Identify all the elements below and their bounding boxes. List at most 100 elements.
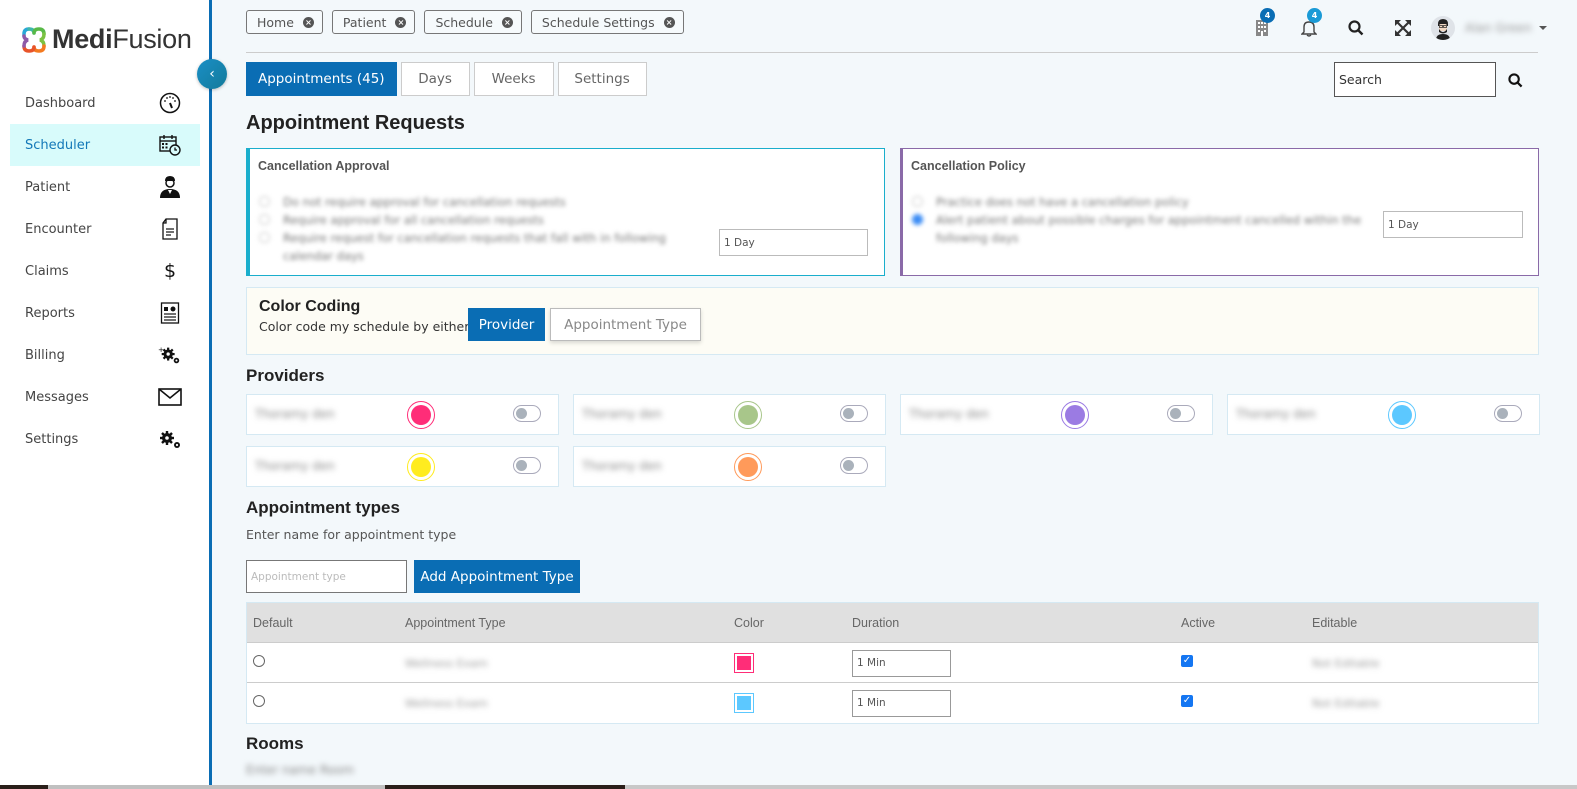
color-by-provider-button[interactable]: Provider [468, 308, 545, 341]
radio-button[interactable] [259, 196, 270, 207]
provider-toggle[interactable] [1494, 405, 1522, 422]
sidebar-item-label: Encounter [25, 221, 92, 237]
global-search-button[interactable] [1332, 8, 1379, 48]
sidebar-item-dashboard[interactable]: Dashboard [10, 82, 200, 124]
breadcrumb-chip-schedule-settings[interactable]: Schedule Settings × [530, 10, 684, 34]
header-divider [246, 52, 1538, 53]
practice-button[interactable]: 4 [1238, 8, 1285, 48]
sidebar-item-settings[interactable]: Settings [10, 418, 200, 460]
expand-icon [1394, 20, 1411, 36]
default-radio[interactable] [253, 695, 265, 707]
duration-input[interactable] [852, 689, 951, 717]
calendar-clock-icon [158, 133, 182, 157]
editable-status: Not Editable [1312, 696, 1380, 710]
avatar[interactable] [1431, 16, 1455, 40]
provider-toggle[interactable] [513, 405, 541, 422]
approval-option[interactable]: Require approval for all cancellation re… [254, 211, 674, 229]
provider-color-picker[interactable] [407, 401, 435, 429]
color-coding-panel: Color Coding Color code my schedule by e… [246, 287, 1539, 355]
approval-days-input[interactable] [719, 229, 868, 256]
search-input[interactable] [1334, 62, 1496, 97]
sidebar-item-messages[interactable]: Messages [10, 376, 200, 418]
radio-button[interactable] [259, 232, 270, 243]
sidebar-item-reports[interactable]: Reports [10, 292, 200, 334]
provider-toggle[interactable] [1167, 405, 1195, 422]
tab-weeks[interactable]: Weeks [473, 62, 554, 96]
fullscreen-button[interactable] [1379, 8, 1426, 48]
radio-button[interactable] [912, 196, 923, 207]
radio-button-selected[interactable] [912, 214, 923, 225]
provider-color-picker[interactable] [734, 401, 762, 429]
option-label: Do not require approval for cancellation… [283, 195, 566, 209]
color-swatch[interactable] [734, 653, 754, 673]
provider-color-picker[interactable] [1061, 401, 1089, 429]
notification-badge: 4 [1307, 8, 1322, 23]
sidebar-item-encounter[interactable]: Encounter [10, 208, 200, 250]
provider-card: Thoramy den [573, 394, 886, 435]
radio-button[interactable] [259, 214, 270, 225]
medifusion-logo-icon [22, 26, 46, 53]
appointment-type-input[interactable] [246, 560, 407, 593]
color-coding-title: Color Coding [259, 298, 361, 315]
sidebar-item-label: Patient [25, 179, 71, 195]
tab-appointments[interactable]: Appointments (45) [246, 62, 397, 96]
close-icon[interactable]: × [395, 16, 407, 28]
sidebar-item-label: Settings [25, 431, 79, 447]
provider-name: Thoramy den [582, 407, 662, 421]
doctor-icon [158, 175, 182, 199]
horizontal-scrollbar[interactable] [0, 785, 1577, 789]
provider-color-picker[interactable] [1388, 401, 1416, 429]
sidebar: MediFusion Dashboard Scheduler Patient E… [0, 0, 212, 789]
default-radio[interactable] [253, 655, 265, 667]
sidebar-collapse-button[interactable]: ‹ [197, 59, 227, 89]
tab-settings[interactable]: Settings [557, 62, 647, 96]
sidebar-item-patient[interactable]: Patient [10, 166, 200, 208]
provider-card: Thoramy den [246, 394, 559, 435]
provider-name: Thoramy den [255, 459, 335, 473]
envelope-icon [158, 385, 182, 409]
close-icon[interactable]: × [302, 16, 314, 28]
provider-name: Thoramy den [909, 407, 989, 421]
column-header-editable: Editable [1312, 616, 1358, 630]
notifications-button[interactable]: 4 [1285, 8, 1332, 48]
provider-color-picker[interactable] [407, 453, 435, 481]
sidebar-item-scheduler[interactable]: Scheduler [10, 124, 200, 166]
policy-option[interactable]: Alert patient about possible charges for… [907, 211, 1377, 247]
search-button[interactable] [1505, 70, 1525, 90]
user-name[interactable]: Alan Green [1465, 21, 1532, 35]
option-label: Require approval for all cancellation re… [283, 213, 544, 227]
option-label: Alert patient about possible charges for… [936, 213, 1362, 245]
sidebar-item-claims[interactable]: Claims $ [10, 250, 200, 292]
sidebar-item-billing[interactable]: Billing + [10, 334, 200, 376]
color-swatch[interactable] [734, 693, 754, 713]
approval-options: Do not require approval for cancellation… [254, 193, 674, 265]
provider-toggle[interactable] [840, 457, 868, 474]
provider-name: Thoramy den [1236, 407, 1316, 421]
provider-toggle[interactable] [840, 405, 868, 422]
app-logo[interactable]: MediFusion [20, 24, 192, 55]
tab-days[interactable]: Days [400, 62, 470, 96]
breadcrumb-chip-home[interactable]: Home × [246, 10, 323, 34]
policy-option[interactable]: Practice does not have a cancellation po… [907, 193, 1377, 211]
policy-options: Practice does not have a cancellation po… [907, 193, 1377, 247]
color-by-appointment-type-button[interactable]: Appointment Type [550, 308, 701, 341]
provider-card: Thoramy den [900, 394, 1213, 435]
breadcrumb-chip-schedule[interactable]: Schedule × [424, 10, 522, 34]
chevron-down-icon[interactable] [1539, 26, 1547, 30]
close-icon[interactable]: × [501, 16, 513, 28]
approval-option[interactable]: Require request for cancellation request… [254, 229, 674, 265]
duration-input[interactable] [852, 649, 951, 677]
gears-icon [158, 427, 182, 451]
provider-color-picker[interactable] [734, 453, 762, 481]
provider-toggle[interactable] [513, 457, 541, 474]
table-row: Wellness Exam ✓ Not Editable [247, 643, 1538, 683]
breadcrumb-chip-patient[interactable]: Patient × [331, 10, 416, 34]
policy-days-input[interactable] [1383, 211, 1523, 238]
search-icon [1507, 72, 1522, 87]
appointment-types-subtitle: Enter name for appointment type [246, 527, 457, 542]
active-checkbox[interactable]: ✓ [1181, 655, 1193, 667]
add-appointment-type-button[interactable]: Add Appointment Type [414, 560, 580, 593]
approval-option[interactable]: Do not require approval for cancellation… [254, 193, 674, 211]
close-icon[interactable]: × [663, 16, 675, 28]
active-checkbox[interactable]: ✓ [1181, 695, 1193, 707]
